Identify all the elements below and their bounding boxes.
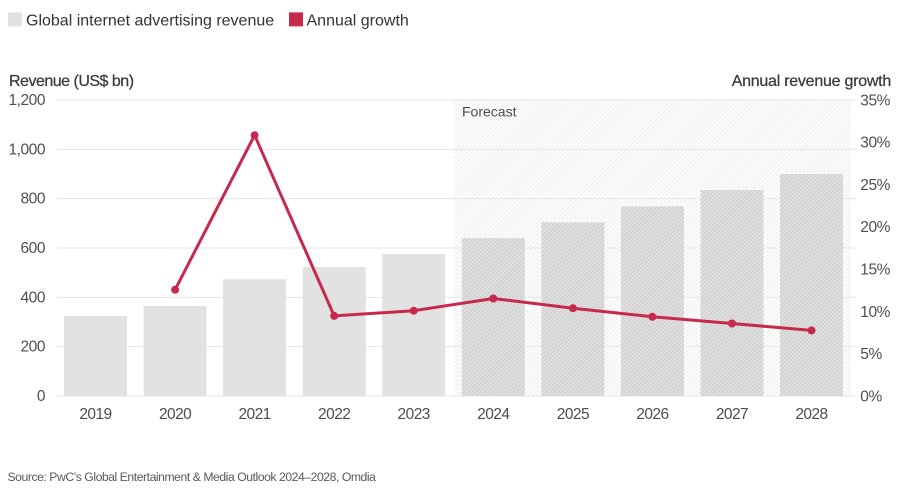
svg-text:2019: 2019 bbox=[79, 406, 111, 423]
svg-text:2025: 2025 bbox=[557, 406, 589, 423]
svg-text:Source: PwC’s Global Entertain: Source: PwC’s Global Entertainment & Med… bbox=[8, 470, 377, 484]
svg-text:2026: 2026 bbox=[636, 406, 668, 423]
svg-text:Forecast: Forecast bbox=[462, 104, 517, 120]
svg-text:2027: 2027 bbox=[716, 406, 748, 423]
svg-text:25%: 25% bbox=[860, 177, 890, 194]
svg-text:Annual revenue growth: Annual revenue growth bbox=[732, 73, 891, 90]
svg-text:15%: 15% bbox=[860, 262, 890, 279]
svg-text:35%: 35% bbox=[860, 92, 890, 109]
svg-text:400: 400 bbox=[20, 289, 45, 306]
svg-text:2028: 2028 bbox=[795, 406, 827, 423]
svg-text:200: 200 bbox=[20, 339, 45, 356]
svg-text:Global internet advertising re: Global internet advertising revenue bbox=[26, 13, 274, 30]
svg-text:800: 800 bbox=[20, 191, 45, 208]
svg-text:2022: 2022 bbox=[318, 406, 350, 423]
svg-text:2021: 2021 bbox=[238, 406, 270, 423]
svg-text:600: 600 bbox=[20, 240, 45, 257]
svg-text:0: 0 bbox=[37, 388, 46, 405]
svg-text:1,000: 1,000 bbox=[8, 141, 45, 158]
svg-text:20%: 20% bbox=[860, 219, 890, 236]
svg-text:Revenue (US$ bn): Revenue (US$ bn) bbox=[9, 73, 134, 90]
svg-text:Annual growth: Annual growth bbox=[307, 13, 409, 30]
svg-text:0%: 0% bbox=[860, 389, 882, 406]
svg-text:5%: 5% bbox=[860, 346, 882, 363]
svg-text:2020: 2020 bbox=[159, 406, 192, 423]
svg-text:1,200: 1,200 bbox=[8, 92, 45, 109]
svg-text:10%: 10% bbox=[860, 304, 890, 321]
svg-text:30%: 30% bbox=[860, 135, 890, 152]
svg-text:2023: 2023 bbox=[398, 406, 430, 423]
svg-text:2024: 2024 bbox=[477, 406, 510, 423]
